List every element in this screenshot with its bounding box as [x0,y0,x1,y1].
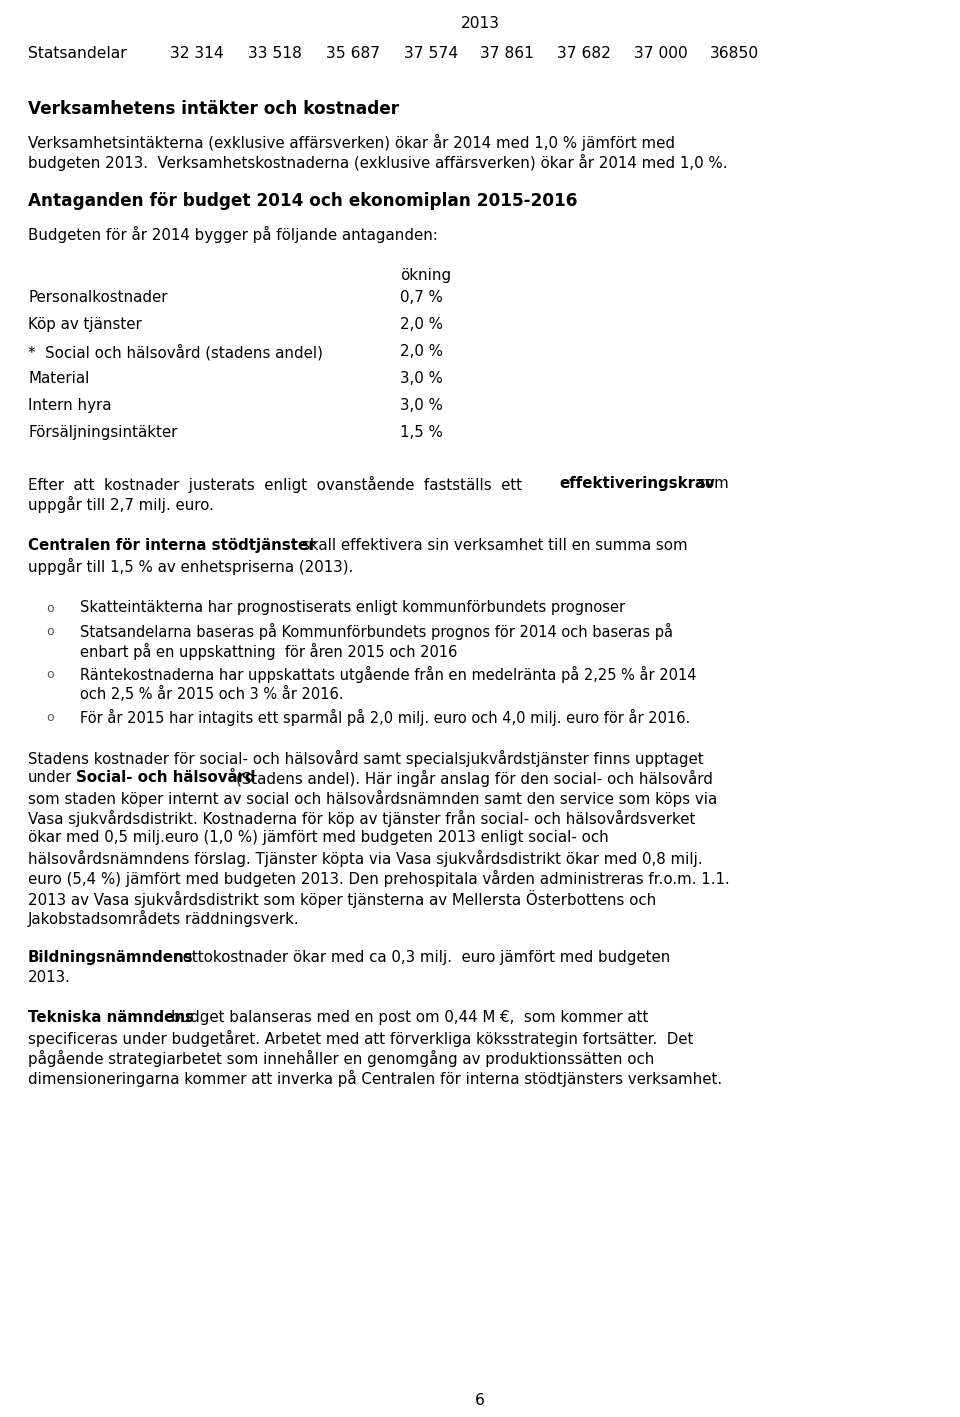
Text: hälsovårdsnämndens förslag. Tjänster köpta via Vasa sjukvårdsdistrikt ökar med 0: hälsovårdsnämndens förslag. Tjänster köp… [28,850,703,867]
Text: 2013.: 2013. [28,971,71,985]
Text: För år 2015 har intagits ett sparmål på 2,0 milj. euro och 4,0 milj. euro för år: För år 2015 har intagits ett sparmål på … [80,708,690,726]
Text: o: o [46,667,54,682]
Text: Köp av tjänster: Köp av tjänster [28,317,142,332]
Text: 3,0 %: 3,0 % [400,371,443,385]
Text: Verksamhetens intäkter och kostnader: Verksamhetens intäkter och kostnader [28,101,399,118]
Text: 3,0 %: 3,0 % [400,398,443,412]
Text: budget balanseras med en post om 0,44 M €,  som kommer att: budget balanseras med en post om 0,44 M … [171,1010,648,1024]
Text: som: som [697,476,729,492]
Text: 1,5 %: 1,5 % [400,425,443,441]
Text: specificeras under budgetåret. Arbetet med att förverkliga köksstrategin fortsät: specificeras under budgetåret. Arbetet m… [28,1030,693,1047]
Text: pågående strategiarbetet som innehåller en genomgång av produktionssätten och: pågående strategiarbetet som innehåller … [28,1050,655,1067]
Text: som staden köper internt av social och hälsovårdsnämnden samt den service som kö: som staden köper internt av social och h… [28,791,717,808]
Text: Efter  att  kostnader  justerats  enligt  ovanstående  fastställs  ett: Efter att kostnader justerats enligt ova… [28,476,522,493]
Text: nettokostnader ökar med ca 0,3 milj.  euro jämfört med budgeten: nettokostnader ökar med ca 0,3 milj. eur… [173,949,670,965]
Text: 6: 6 [475,1393,485,1408]
Text: Räntekostnaderna har uppskattats utgående från en medelränta på 2,25 % år 2014: Räntekostnaderna har uppskattats utgåend… [80,666,697,683]
Text: enbart på en uppskattning  för åren 2015 och 2016: enbart på en uppskattning för åren 2015 … [80,643,457,660]
Text: budgeten 2013.  Verksamhetskostnaderna (exklusive affärsverken) ökar år 2014 med: budgeten 2013. Verksamhetskostnaderna (e… [28,154,728,171]
Text: uppgår till 2,7 milj. euro.: uppgår till 2,7 milj. euro. [28,496,214,513]
Text: euro (5,4 %) jämfört med budgeten 2013. Den prehospitala vården administreras fr: euro (5,4 %) jämfört med budgeten 2013. … [28,870,730,887]
Text: Verksamhetsintäkterna (exklusive affärsverken) ökar år 2014 med 1,0 % jämfört me: Verksamhetsintäkterna (exklusive affärsv… [28,135,675,152]
Text: Centralen för interna stödtjänster: Centralen för interna stödtjänster [28,538,316,553]
Text: 2013: 2013 [461,16,499,31]
Text: Försäljningsintäkter: Försäljningsintäkter [28,425,178,441]
Text: Tekniska nämndens: Tekniska nämndens [28,1010,194,1024]
Text: Jakobstadsområdets räddningsverk.: Jakobstadsområdets räddningsverk. [28,910,300,927]
Text: och 2,5 % år 2015 och 3 % år 2016.: och 2,5 % år 2015 och 3 % år 2016. [80,686,344,701]
Text: 36850: 36850 [710,45,759,61]
Text: 2013 av Vasa sjukvårdsdistrikt som köper tjänsterna av Mellersta Österbottens oc: 2013 av Vasa sjukvårdsdistrikt som köper… [28,890,657,908]
Text: Statsandelar: Statsandelar [28,45,127,61]
Text: o: o [46,625,54,638]
Text: 35 687: 35 687 [326,45,380,61]
Text: Skatteintäkterna har prognostiserats enligt kommunförbundets prognoser: Skatteintäkterna har prognostiserats enl… [80,599,625,615]
Text: 37 574: 37 574 [404,45,458,61]
Text: skall effektivera sin verksamhet till en summa som: skall effektivera sin verksamhet till en… [302,538,687,553]
Text: (Stadens andel). Här ingår anslag för den social- och hälsovård: (Stadens andel). Här ingår anslag för de… [236,769,713,786]
Text: 32 314: 32 314 [170,45,224,61]
Text: ökar med 0,5 milj.euro (1,0 %) jämfört med budgeten 2013 enligt social- och: ökar med 0,5 milj.euro (1,0 %) jämfört m… [28,830,609,845]
Text: Bildningsnämndens: Bildningsnämndens [28,949,194,965]
Text: 37 000: 37 000 [634,45,687,61]
Text: under: under [28,769,72,785]
Text: 2,0 %: 2,0 % [400,317,443,332]
Text: Budgeten för år 2014 bygger på följande antaganden:: Budgeten för år 2014 bygger på följande … [28,225,438,244]
Text: Stadens kostnader för social- och hälsovård samt specialsjukvårdstjänster finns : Stadens kostnader för social- och hälsov… [28,750,704,767]
Text: 33 518: 33 518 [248,45,301,61]
Text: 0,7 %: 0,7 % [400,290,443,305]
Text: dimensioneringarna kommer att inverka på Centralen för interna stödtjänsters ver: dimensioneringarna kommer att inverka på… [28,1070,722,1087]
Text: uppgår till 1,5 % av enhetspriserna (2013).: uppgår till 1,5 % av enhetspriserna (201… [28,558,353,575]
Text: effektiveringskrav: effektiveringskrav [559,476,715,492]
Text: Vasa sjukvårdsdistrikt. Kostnaderna för köp av tjänster från social- och hälsovå: Vasa sjukvårdsdistrikt. Kostnaderna för … [28,811,695,828]
Text: Intern hyra: Intern hyra [28,398,111,412]
Text: 37 682: 37 682 [557,45,611,61]
Text: 2,0 %: 2,0 % [400,344,443,359]
Text: Statsandelarna baseras på Kommunförbundets prognos för 2014 och baseras på: Statsandelarna baseras på Kommunförbunde… [80,623,673,640]
Text: 37 861: 37 861 [480,45,534,61]
Text: o: o [46,711,54,724]
Text: o: o [46,602,54,615]
Text: Social- och hälsovård: Social- och hälsovård [76,769,255,785]
Text: Antaganden för budget 2014 och ekonomiplan 2015-2016: Antaganden för budget 2014 och ekonomipl… [28,191,578,210]
Text: *  Social och hälsovård (stadens andel): * Social och hälsovård (stadens andel) [28,344,323,360]
Text: Personalkostnader: Personalkostnader [28,290,167,305]
Text: ökning: ökning [400,268,451,283]
Text: Material: Material [28,371,89,385]
